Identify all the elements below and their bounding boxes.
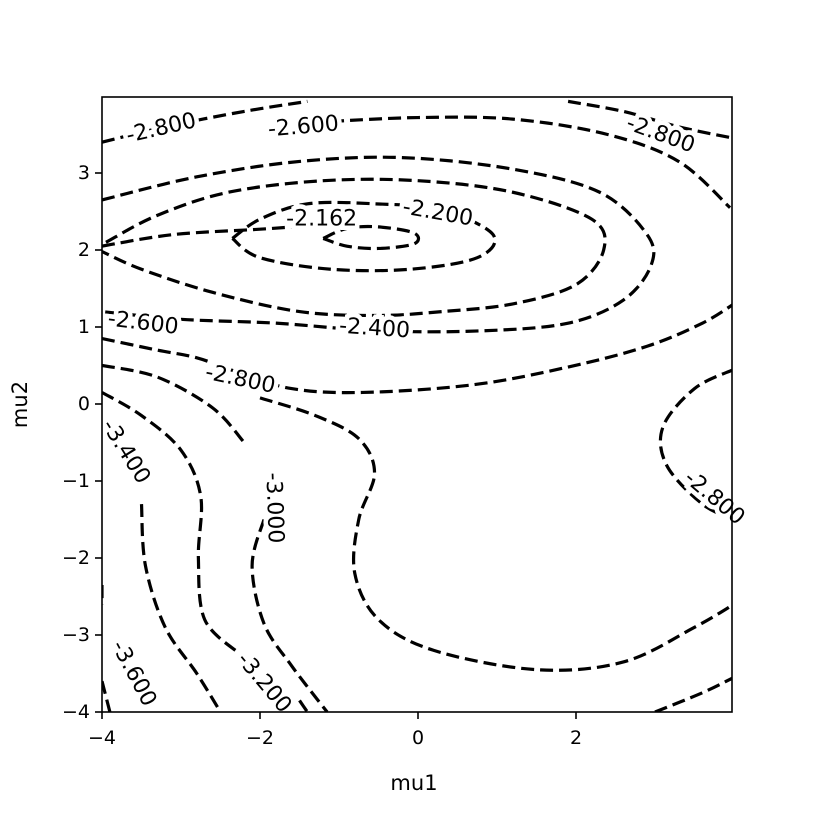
- y-tick-label: −4: [62, 701, 90, 723]
- x-tick-label: 0: [412, 727, 424, 749]
- contour-label: -3.000: [260, 472, 287, 544]
- contour-line: [567, 99, 732, 140]
- contour-label: -2.600: [106, 306, 179, 339]
- contour-label: -2.200: [401, 195, 475, 232]
- y-tick-label: 0: [78, 393, 90, 415]
- y-tick-label: −1: [62, 470, 90, 492]
- x-tick-label: −2: [246, 727, 274, 749]
- contour-line: [102, 155, 656, 334]
- contour-line: [259, 396, 732, 672]
- contour-label: -2.600: [267, 111, 340, 142]
- x-tick-label: −4: [88, 727, 116, 749]
- contour-label-halo: -2.162: [286, 207, 357, 232]
- contour-line: [250, 519, 329, 712]
- contour-line: [322, 224, 421, 251]
- contour-labels: -2.800-2.800 -2.600-2.600 -2.800-2.800-2.1…: [92, 104, 754, 723]
- y-tick-label: −3: [62, 624, 90, 646]
- contour-lines: [102, 99, 732, 712]
- y-tick-label: 3: [78, 162, 90, 184]
- contour-label: -2.800: [203, 360, 278, 399]
- contour-label: -3.400: [96, 415, 155, 488]
- y-tick-label: 1: [78, 316, 90, 338]
- contour-line: [102, 363, 246, 444]
- x-axis-label: mu1: [390, 771, 437, 795]
- plot-frame: [101, 96, 733, 713]
- contour-label: -3.600: [106, 636, 161, 710]
- contour-line: [654, 676, 732, 712]
- contour-line: [331, 115, 732, 209]
- y-axis-ticks: −4 −3 −2 −1 0 1 2 3: [62, 162, 102, 723]
- contour-line: [139, 503, 222, 712]
- contour-label: -2.800: [124, 108, 199, 148]
- contour-label: -2.400: [338, 314, 410, 344]
- contour-line: [102, 391, 242, 656]
- y-tick-label: 2: [78, 239, 90, 261]
- y-axis-label: mu2: [8, 381, 32, 428]
- contour-line: [231, 200, 497, 273]
- contour-label: -3.200: [232, 648, 297, 718]
- contour-label-halo: -3.000: [260, 472, 287, 544]
- contour-label: -2.800: [679, 466, 749, 531]
- x-axis-ticks: −4 −2 0 2: [88, 712, 582, 749]
- contour-line: [102, 680, 112, 712]
- contour-line: [102, 177, 607, 318]
- contour-line: [102, 303, 732, 395]
- contour-line: [298, 699, 309, 712]
- y-tick-label: −2: [62, 547, 90, 569]
- contour-line: [658, 368, 732, 521]
- contour-line: [102, 99, 308, 144]
- x-tick-label: 2: [570, 727, 582, 749]
- contour-label: -2.162: [286, 207, 357, 232]
- contour-line: [102, 223, 316, 248]
